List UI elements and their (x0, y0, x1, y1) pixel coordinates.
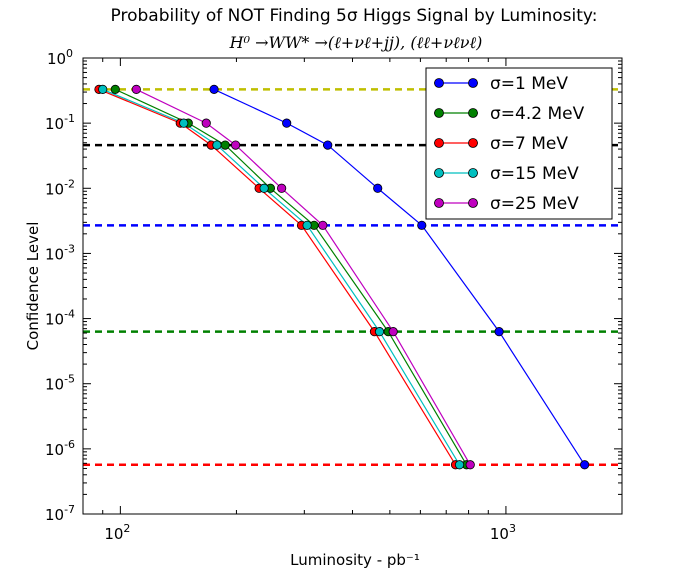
y-tick-label: 10-2 (45, 177, 75, 198)
y-axis-label: Confidence Level (24, 222, 42, 351)
legend-marker (468, 198, 478, 208)
plot-area: 102 103 100 10-1 10-2 10-3 10-4 10-5 10-6 10-7 σ=1… (45, 47, 623, 543)
data-point (179, 118, 189, 128)
y-tick-label: 10-7 (45, 503, 75, 524)
legend-label: σ=7 MeV (490, 134, 568, 154)
legend: σ=1 MeV σ=4.2 MeV σ=7 MeV σ=15 MeV σ=25 MeV (425, 67, 613, 220)
y-tick-label: 10-6 (45, 438, 75, 459)
data-point (98, 84, 108, 94)
data-point (212, 140, 222, 150)
data-point (388, 327, 398, 337)
legend-label: σ=1 MeV (490, 74, 568, 94)
data-point (374, 327, 385, 337)
data-point (373, 183, 383, 193)
y-tick-label: 10-5 (45, 373, 75, 394)
data-point (131, 84, 141, 94)
y-tick-label: 10-3 (45, 242, 75, 263)
data-point (110, 84, 120, 94)
data-point (302, 220, 312, 230)
y-tick-label: 10-4 (45, 308, 75, 329)
legend-marker (434, 168, 444, 178)
legend-marker (434, 78, 444, 88)
data-point (209, 84, 219, 94)
legend-marker (434, 138, 444, 148)
legend-marker (468, 108, 478, 118)
x-tick-label: 102 (104, 522, 130, 543)
data-point (417, 220, 427, 230)
data-point (318, 220, 328, 230)
legend-label: σ=25 MeV (490, 194, 579, 214)
data-point (465, 460, 475, 470)
data-point (230, 140, 241, 150)
legend-marker (468, 138, 478, 148)
legend-label: σ=4.2 MeV (490, 104, 585, 124)
y-tick-label: 100 (47, 47, 73, 68)
data-point (454, 460, 465, 470)
series-layer (94, 84, 590, 470)
data-point (494, 327, 504, 337)
legend-marker (434, 108, 444, 118)
x-axis-label: Luminosity - pb⁻¹ (290, 551, 420, 569)
legend-marker (434, 198, 444, 208)
data-point (282, 118, 292, 128)
data-point (323, 140, 333, 150)
data-point (580, 460, 590, 470)
legend-marker (468, 168, 478, 178)
legend-label: σ=15 MeV (490, 164, 579, 184)
data-point (277, 183, 287, 193)
legend-marker (468, 78, 478, 88)
chart-title: Probability of NOT Finding 5σ Higgs Sign… (111, 6, 598, 26)
data-point (259, 183, 269, 193)
chart-subtitle: H⁰ →WW* →(ℓ+νℓ+jj), (ℓℓ+νℓνℓ) (229, 33, 483, 52)
data-point (220, 140, 230, 150)
y-tick-label: 10-1 (45, 112, 75, 133)
x-tick-label: 103 (490, 522, 516, 543)
data-point (201, 118, 211, 128)
